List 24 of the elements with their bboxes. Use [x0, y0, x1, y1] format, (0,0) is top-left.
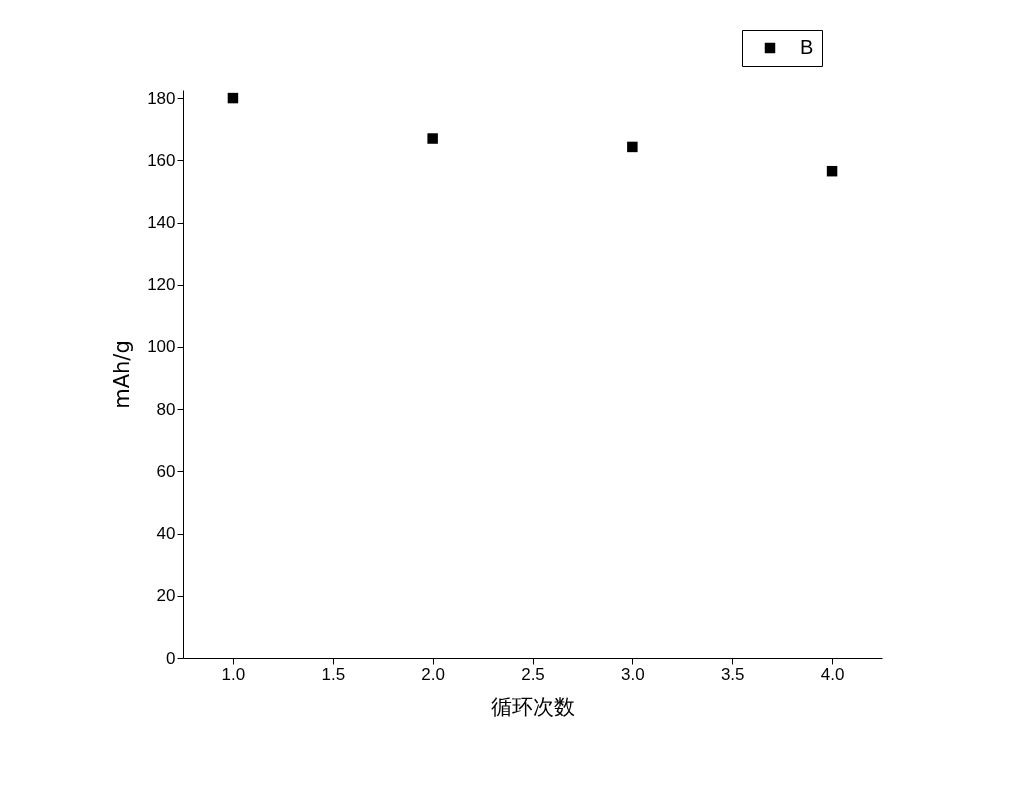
- y-tick-label: 120: [147, 275, 176, 295]
- point: [627, 141, 638, 153]
- y-tick-label: 20: [156, 586, 176, 606]
- x-tick-label: 1.0: [221, 664, 246, 684]
- y-tick-label: 0: [166, 648, 176, 668]
- y-tick-label: 140: [147, 213, 176, 233]
- legend-label: B: [800, 36, 814, 58]
- y-tick-label: 160: [147, 150, 176, 170]
- point: [826, 165, 838, 177]
- y-tick-label: 60: [156, 461, 176, 481]
- y-tick-label: 180: [147, 88, 176, 108]
- y-tick-label: 40: [156, 524, 176, 544]
- x-axis-title: 循环次数: [491, 694, 575, 719]
- x-tick-label: 3.0: [621, 664, 645, 684]
- y-axis-title: mAh/g: [110, 340, 135, 409]
- x-tick-label: 2.0: [421, 664, 445, 684]
- y-tick-label: 100: [147, 337, 176, 357]
- x-tick-label: 1.5: [321, 664, 346, 684]
- x-tick-label: 3.5: [720, 664, 745, 684]
- x-tick-label: 4.0: [820, 664, 845, 684]
- y-tick-label: 80: [156, 399, 176, 419]
- point: [227, 92, 239, 104]
- point: [427, 133, 438, 144]
- x-tick-label: 2.5: [521, 664, 545, 684]
